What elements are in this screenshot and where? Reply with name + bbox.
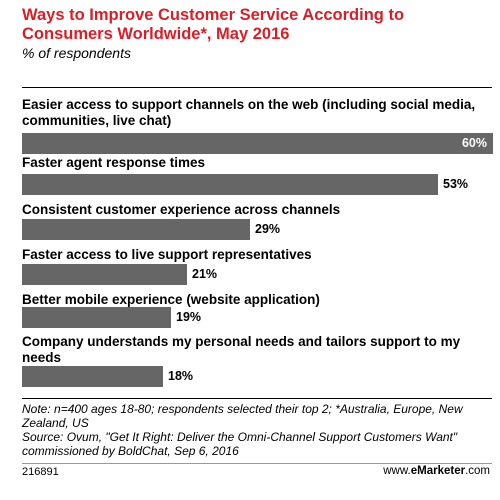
bar	[22, 219, 250, 240]
value-label: 53%	[443, 177, 469, 191]
bar	[22, 307, 171, 328]
category-label: Company understands my personal needs an…	[22, 334, 461, 365]
category-label: Consistent customer experience across ch…	[22, 202, 341, 217]
value-label: 19%	[176, 310, 202, 324]
value-label: 60%	[461, 136, 487, 150]
brand-suffix: .com	[465, 465, 490, 477]
top-divider	[22, 87, 492, 88]
value-label: 29%	[255, 222, 281, 236]
emarketer-logo: www.eMarketer.com	[383, 465, 490, 477]
category-label: Faster access to live support representa…	[22, 247, 312, 262]
brand-prefix: www.	[383, 465, 411, 477]
source-text: Source: Ovum, "Get It Right: Deliver the…	[22, 430, 458, 458]
category-label: Better mobile experience (website applic…	[22, 292, 320, 307]
footer-divider	[22, 463, 492, 464]
chart-title: Ways to Improve Customer Service Accordi…	[22, 6, 405, 43]
bar	[22, 174, 438, 195]
brand-name: eMarketer	[410, 465, 466, 477]
bar	[22, 366, 163, 387]
note-text: Note: n=400 ages 18-80; respondents sele…	[22, 402, 463, 430]
chart-id: 216891	[22, 466, 59, 478]
category-label: Easier access to support channels on the…	[22, 97, 476, 128]
bar	[22, 133, 493, 154]
value-label: 21%	[192, 267, 218, 281]
category-label: Faster agent response times	[22, 155, 206, 170]
value-label: 18%	[168, 369, 194, 383]
bar	[22, 264, 187, 285]
bottom-divider	[22, 398, 492, 399]
chart-notes: Note: n=400 ages 18-80; respondents sele…	[22, 402, 482, 458]
chart-subtitle: % of respondents	[22, 45, 131, 61]
